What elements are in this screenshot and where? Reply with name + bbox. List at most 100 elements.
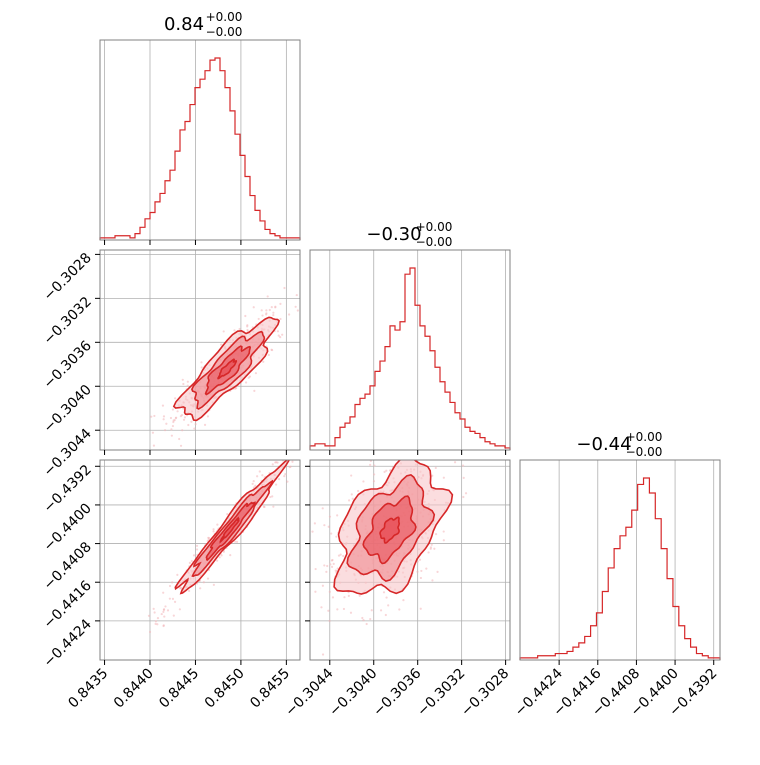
scatter-point [272,311,275,314]
scatter-point [286,480,289,483]
scatter-point [330,532,333,535]
scatter-point [153,611,156,614]
scatter-point [234,387,237,390]
scatter-point [266,295,269,298]
scatter-point [398,608,401,611]
scatter-point [284,457,286,459]
scatter-point [267,353,270,357]
scatter-point [275,453,277,455]
histogram-line [519,477,721,660]
scatter-point [163,429,167,432]
histogram-line [99,57,301,240]
scatter-point [162,591,165,594]
scatter-point [182,382,185,386]
scatter-point [314,590,317,593]
scatter-point [171,597,175,600]
scatter-point [261,474,264,477]
scatter-point [462,495,465,499]
scatter-point [272,313,275,317]
scatter-point [361,616,364,620]
scatter-point [190,559,193,563]
scatter-point [172,419,175,422]
scatter-point [265,312,268,315]
scatter-point [350,474,353,477]
scatter-point [464,492,468,495]
scatter-point [274,306,277,309]
scatter-point [385,469,388,472]
scatter-point [169,416,173,420]
scatter-point [178,437,181,441]
scatter-point [433,547,436,550]
title-lower-error: −0.00 [626,445,663,459]
pair-content [150,286,299,447]
panel-frame [99,249,301,451]
scatter-point [342,554,345,558]
scatter-point [418,445,420,447]
scatter-point [302,585,304,587]
scatter-point [244,381,248,384]
scatter-point [256,475,259,478]
scatter-point [373,473,376,476]
scatter-point [220,343,223,346]
scatter-point [442,476,445,479]
scatter-point [436,570,439,573]
scatter-point [295,293,298,297]
scatter-point [462,476,465,479]
scatter-point [384,613,387,617]
scatter-point [252,480,255,483]
scatter-point [453,461,457,464]
scatter-point [427,551,430,554]
scatter-point [233,329,236,332]
scatter-point [291,460,294,463]
y-tick-label: −0.3028 [41,250,95,304]
scatter-point [431,474,434,477]
scatter-point [279,336,282,339]
scatter-point [156,623,159,626]
scatter-point [229,554,232,557]
x-tick-label: 0.8450 [202,666,248,712]
scatter-point [311,530,314,533]
title-lower-error: −0.00 [206,25,243,39]
panel-frame [99,39,301,241]
scatter-point [358,594,361,597]
scatter-point [373,464,376,467]
scatter-point [280,457,282,459]
scatter-point [343,596,346,599]
scatter-point [294,305,297,308]
scatter-point [402,599,405,602]
scatter-point [436,429,438,431]
scatter-point [188,561,191,564]
scatter-point [170,434,173,437]
scatter-point [281,333,284,336]
scatter-point [171,581,174,584]
scatter-point [162,608,165,612]
scatter-point [271,495,274,498]
scatter-point [331,596,335,599]
pair-panel-0-1: −0.3044−0.3040−0.3036−0.3032−0.3028 [41,249,301,480]
scatter-point [379,609,383,612]
panel-title-0: 0.84 +0.00−0.00 [164,10,242,39]
scatter-point [156,617,160,620]
scatter-point [244,314,247,318]
scatter-point [178,587,181,590]
scatter-point [347,499,351,502]
x-tick-label: 0.8435 [65,666,111,712]
scatter-point [179,444,183,447]
scatter-point [166,609,170,612]
scatter-point [347,594,350,597]
scatter-point [207,536,211,540]
scatter-point [419,607,422,610]
histogram-panel-1: −0.30+0.00−0.00 [309,220,511,455]
histogram-panel-0: 0.84 +0.00−0.00 [99,10,301,245]
scatter-point [369,617,372,621]
scatter-point [162,415,166,418]
panel-title-1: −0.30+0.00−0.00 [366,220,452,249]
scatter-point [362,619,365,622]
scatter-point [286,456,288,458]
scatter-point [307,435,309,437]
scatter-point [168,597,171,600]
scatter-point [372,480,376,483]
scatter-point [212,530,215,533]
scatter-point [200,361,203,364]
